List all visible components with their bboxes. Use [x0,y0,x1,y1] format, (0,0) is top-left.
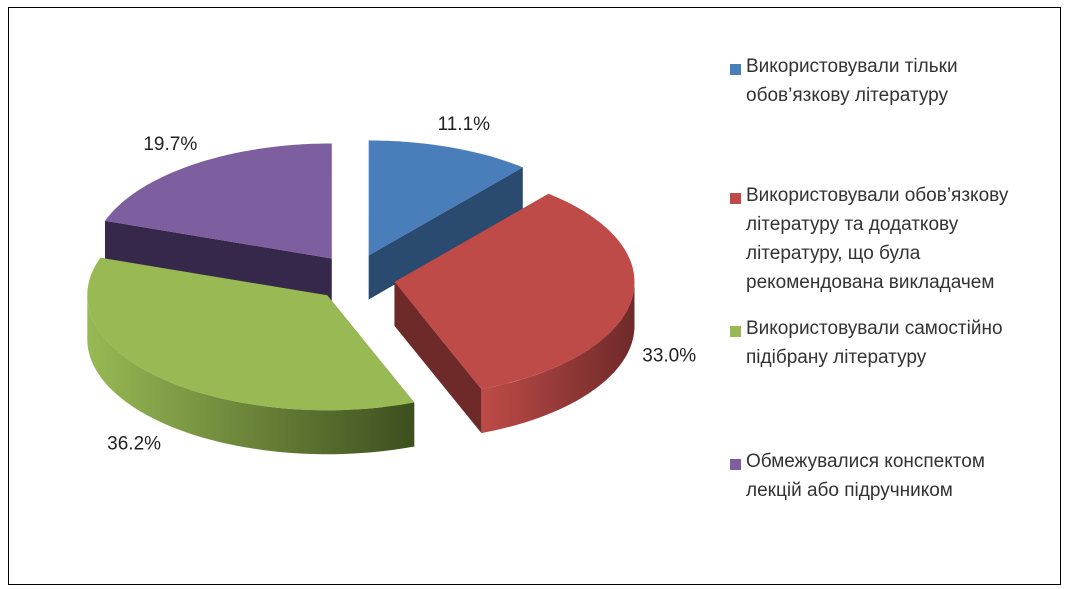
pie-chart: 11.1% 33.0% 36.2% 19.7% [0,0,730,589]
legend-item-self-selected: Використовували самостійно підібрану літ… [730,320,1060,372]
legend-item-notes-or-textbook: Обмежувалися конспектом лекцій або підру… [730,453,1060,505]
legend-label: Обмежувалися конспектом лекцій або підру… [746,447,985,505]
legend-label: Використовували обов’язкову літературу т… [746,181,1008,297]
legend-swatch-red [730,193,741,204]
legend-swatch-purple [730,459,741,470]
slice-percent-label: 11.1% [438,114,491,135]
pie-slice [87,258,414,455]
legend-label: Використовували самостійно підібрану літ… [746,314,1003,372]
legend-swatch-green [730,326,741,337]
slice-percent-label: 19.7% [143,134,197,155]
legend-swatch-blue [730,64,741,75]
legend-label: Використовували тільки обов’язкову літер… [746,52,958,110]
legend-item-required-only: Використовували тільки обов’язкову літер… [730,58,1060,110]
slice-percent-label: 33.0% [642,346,696,367]
slice-percent-label: 36.2% [107,433,161,454]
legend-item-required-and-additional: Використовували обов’язкову літературу т… [730,187,1060,297]
